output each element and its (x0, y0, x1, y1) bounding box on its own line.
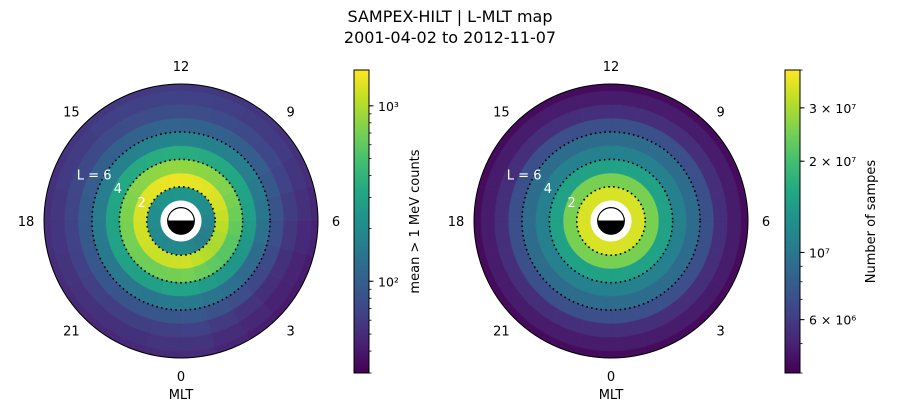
heatmap-cell (610, 293, 635, 311)
l-contour (548, 158, 674, 284)
colorbar-tick-label: 2 × 10⁷ (809, 154, 856, 169)
colorbar-bar (784, 69, 801, 374)
polar-panel-left: 24L = 6 0 3 6 9 12 15 18 21 MLT (18, 60, 340, 403)
mlt-tick-label: 0 (177, 370, 185, 385)
polar-spine (43, 83, 319, 359)
l-contour-label: 4 (544, 182, 552, 197)
heatmap-cell (161, 280, 182, 297)
colorbar-tick-label: 10⁷ (809, 245, 830, 260)
polar-panel-right: 24L = 6 0 3 6 9 12 15 18 21 MLT (448, 60, 770, 403)
colorbar-tick-label: 10² (378, 274, 399, 289)
heatmap-cell (240, 220, 257, 241)
mlt-tick-label: 18 (18, 215, 35, 230)
heatmap-cell (535, 201, 552, 222)
colorbar-right: 6 × 10⁶ 10⁷ 2 × 10⁷ 3 × 10⁷ Number of sampes (784, 69, 879, 374)
heatmap-cell (591, 280, 612, 297)
l-contour-label: L = 6 (77, 168, 112, 183)
mlt-tick-label: 18 (448, 215, 465, 230)
mlt-tick-label: 3 (286, 325, 294, 340)
mlt-tick-label: 21 (63, 325, 80, 340)
mlt-tick-label: 15 (493, 105, 510, 120)
mlt-tick-label: 0 (607, 370, 615, 385)
heatmap-cell (610, 131, 635, 149)
heatmap-cell (105, 201, 122, 222)
l-contour (91, 131, 271, 311)
colorbar-label: Number of sampes (864, 160, 879, 284)
heatmap-cell (180, 131, 205, 149)
mlt-tick-label: 6 (762, 215, 770, 230)
l-contour-label: 2 (137, 196, 145, 211)
colorbar-tick-label: 6 × 10⁶ (809, 313, 856, 328)
mlt-tick-label: 21 (493, 325, 510, 340)
x-axis-label: MLT (599, 388, 624, 400)
l-contour (145, 185, 217, 257)
colorbar-tick-label: 10³ (378, 99, 399, 114)
colorbar-left: 10² 10³ mean > 1 MeV counts (353, 69, 423, 374)
figure-title-line1: SAMPEX-HILT | L-MLT map (347, 7, 552, 26)
heatmap-cell (180, 293, 205, 311)
l-contour-label: 4 (114, 182, 122, 197)
figure-title-line2: 2001-04-02 to 2012-11-07 (344, 28, 556, 47)
mlt-tick-label: 9 (716, 105, 724, 120)
earth-symbol-icon (597, 207, 625, 235)
mlt-tick-label: 9 (286, 105, 294, 120)
mlt-tick-label: 12 (603, 60, 620, 75)
l-contour (521, 131, 701, 311)
mlt-tick-label: 3 (716, 325, 724, 340)
l-contour (575, 185, 647, 257)
l-contour (118, 158, 244, 284)
l-contour-label: 2 (567, 196, 575, 211)
polar-spine (473, 83, 749, 359)
x-axis-label: MLT (169, 388, 194, 400)
earth-symbol-icon (167, 207, 195, 235)
mlt-tick-label: 12 (173, 60, 190, 75)
colorbar-bar (353, 69, 370, 374)
mlt-tick-label: 15 (63, 105, 80, 120)
l-contour-label: L = 6 (507, 168, 542, 183)
colorbar-label: mean > 1 MeV counts (408, 149, 423, 293)
colorbar-tick-label: 3 × 10⁷ (809, 101, 856, 116)
heatmap-cell (670, 220, 687, 241)
mlt-tick-label: 6 (332, 215, 340, 230)
